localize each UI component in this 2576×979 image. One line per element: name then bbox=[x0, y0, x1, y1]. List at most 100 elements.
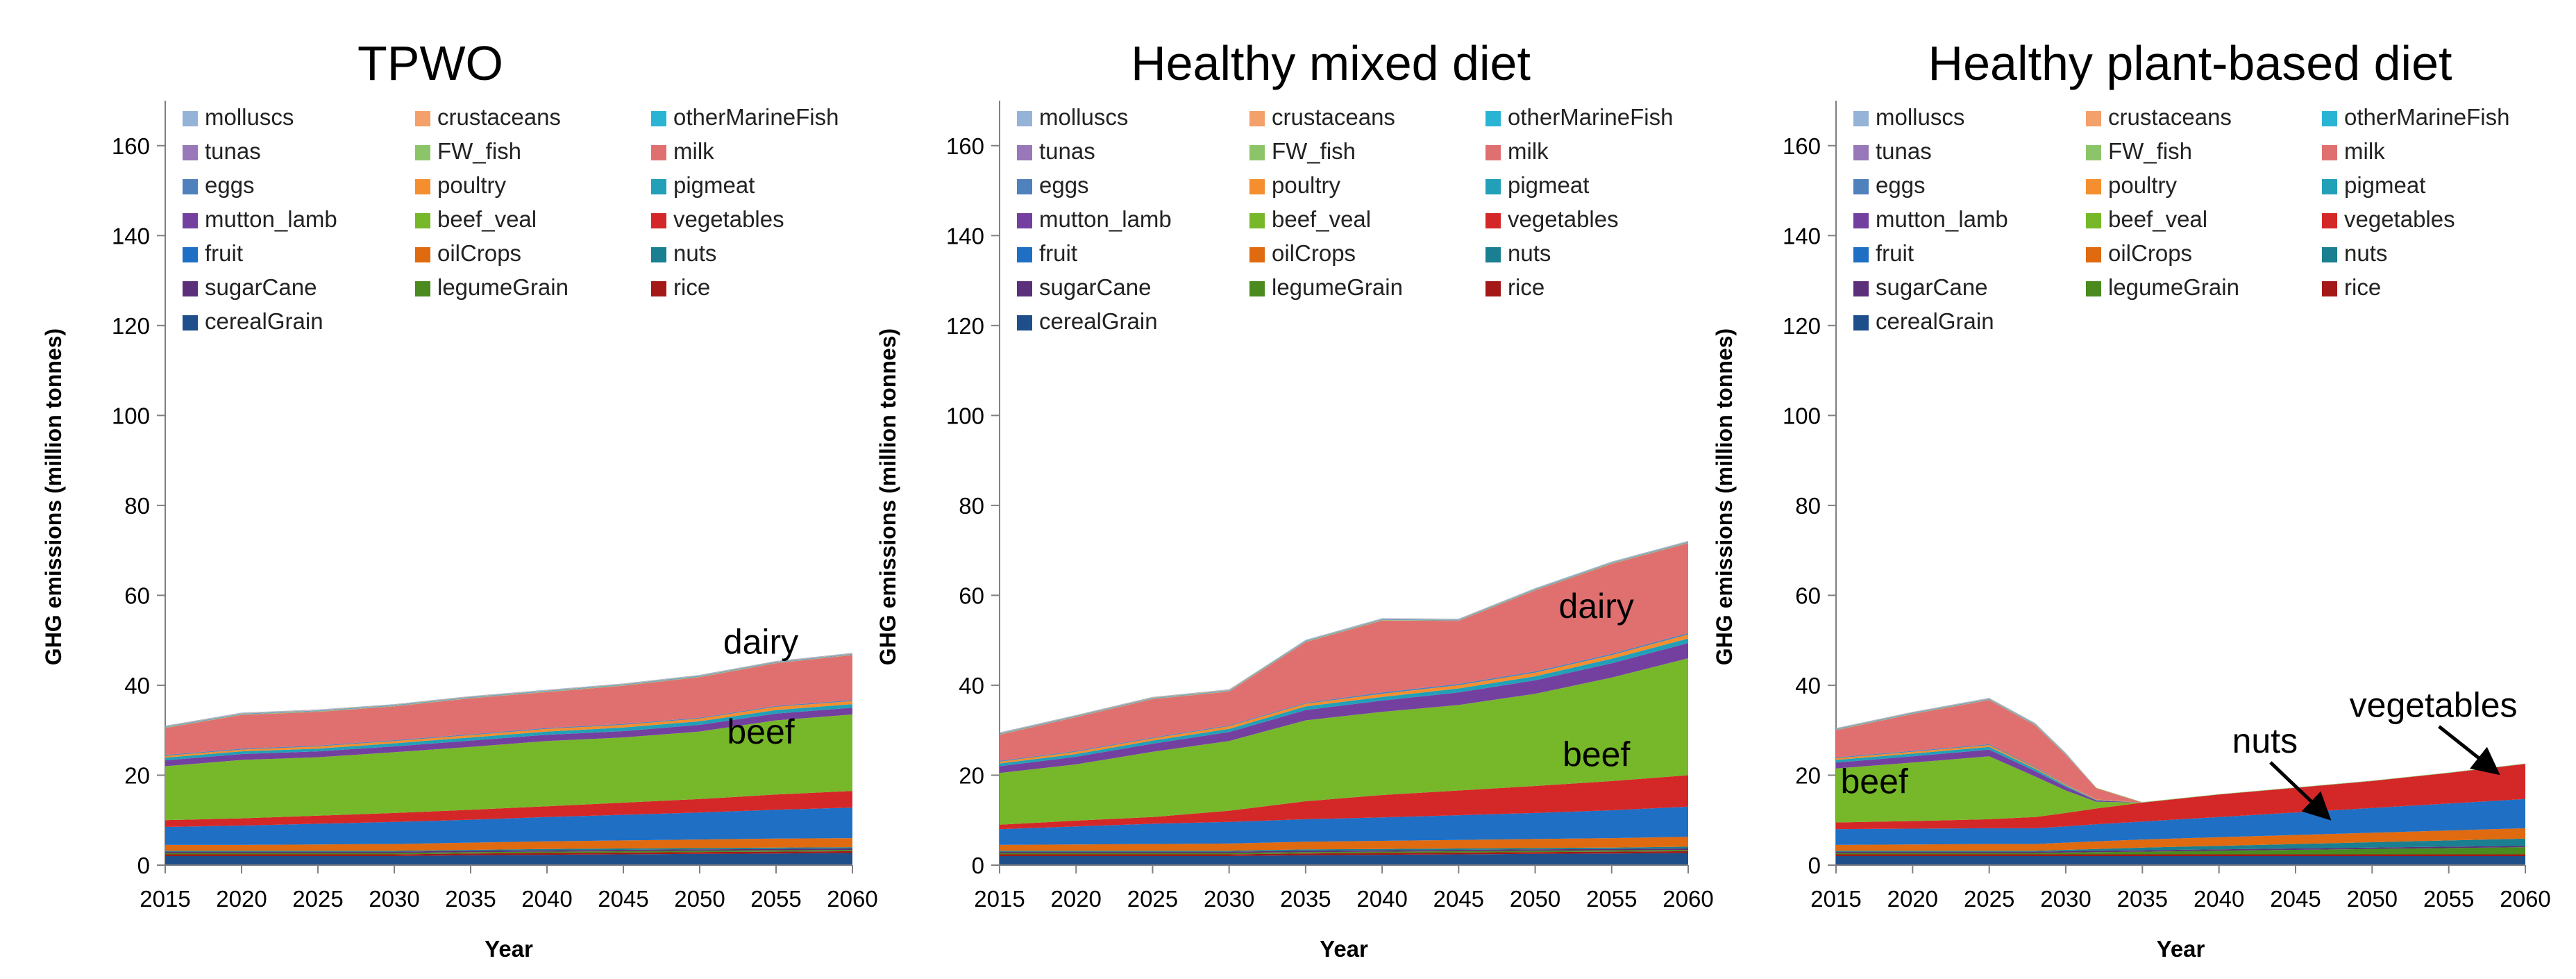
area-series-oilCrops bbox=[1836, 828, 2525, 851]
legend-swatch-beef_veal bbox=[2086, 213, 2101, 228]
x-tick-label: 2055 bbox=[1586, 886, 1637, 912]
area-series-rice bbox=[165, 851, 852, 856]
x-tick-label: 2045 bbox=[1433, 886, 1484, 912]
y-tick-label: 120 bbox=[946, 313, 984, 339]
stacked-area-group bbox=[1000, 541, 1688, 865]
legend-label-tunas: tunas bbox=[205, 138, 261, 164]
area-series-sugarCane bbox=[165, 848, 852, 853]
y-tick-label: 80 bbox=[124, 493, 150, 519]
y-tick-label: 20 bbox=[959, 762, 984, 788]
legend-label-cerealGrain: cerealGrain bbox=[1039, 308, 1158, 334]
legend-label-sugarCane: sugarCane bbox=[1039, 274, 1151, 300]
legend-label-mutton_lamb: mutton_lamb bbox=[1876, 206, 2008, 232]
y-tick-label: 160 bbox=[946, 133, 984, 159]
x-tick-label: 2035 bbox=[2117, 886, 2168, 912]
legend-label-rice: rice bbox=[2344, 274, 2381, 300]
y-tick-label: 100 bbox=[946, 403, 984, 428]
x-tick-label: 2030 bbox=[2040, 886, 2091, 912]
y-tick-label: 120 bbox=[1783, 313, 1821, 339]
legend-swatch-mutton_lamb bbox=[1017, 213, 1032, 228]
legend-label-FW_fish: FW_fish bbox=[2108, 138, 2192, 164]
legend-label-crustaceans: crustaceans bbox=[2108, 104, 2232, 130]
legend-label-eggs: eggs bbox=[1876, 172, 1926, 198]
area-series-crustaceans bbox=[165, 653, 852, 727]
legend-swatch-fruit bbox=[1853, 247, 1869, 262]
legend-swatch-rice bbox=[1485, 281, 1501, 296]
legend-label-legumeGrain: legumeGrain bbox=[2108, 274, 2239, 300]
legend-label-oilCrops: oilCrops bbox=[2108, 240, 2192, 266]
y-axis-label: GHG emissions (million tonnes) bbox=[875, 328, 900, 665]
chart-panel-2: Healthy mixed diet0204060801001201401602… bbox=[875, 36, 1714, 962]
legend-swatch-cerealGrain bbox=[1017, 315, 1032, 330]
y-tick-label: 40 bbox=[1795, 673, 1821, 698]
legend-label-eggs: eggs bbox=[205, 172, 255, 198]
legend-label-otherMarineFish: otherMarineFish bbox=[1508, 104, 1673, 130]
annotation-dairy: dairy bbox=[723, 623, 798, 662]
x-tick-label: 2025 bbox=[292, 886, 343, 912]
area-series-milk bbox=[1000, 543, 1688, 761]
y-tick-label: 40 bbox=[959, 673, 984, 698]
legend-swatch-eggs bbox=[183, 179, 198, 194]
legend-swatch-rice bbox=[2322, 281, 2337, 296]
legend-swatch-sugarCane bbox=[1017, 281, 1032, 296]
area-series-mutton_lamb bbox=[165, 708, 852, 767]
y-tick-label: 160 bbox=[112, 133, 150, 159]
legend-label-legumeGrain: legumeGrain bbox=[1272, 274, 1403, 300]
x-tick-label: 2020 bbox=[1887, 886, 1938, 912]
legend-label-sugarCane: sugarCane bbox=[205, 274, 317, 300]
legend-swatch-nuts bbox=[651, 247, 666, 262]
y-tick-label: 80 bbox=[959, 493, 984, 519]
legend-label-poultry: poultry bbox=[2108, 172, 2178, 198]
annotation-beef: beef bbox=[1563, 735, 1630, 774]
legend-swatch-vegetables bbox=[1485, 213, 1501, 228]
area-series-legumeGrain bbox=[165, 850, 852, 855]
legend-swatch-FW_fish bbox=[415, 145, 430, 160]
legend-swatch-FW_fish bbox=[1249, 145, 1265, 160]
legend-label-cerealGrain: cerealGrain bbox=[205, 308, 323, 334]
area-series-sugarCane bbox=[1000, 848, 1688, 853]
y-tick-label: 140 bbox=[1783, 223, 1821, 249]
x-tick-label: 2030 bbox=[369, 886, 419, 912]
x-tick-label: 2050 bbox=[674, 886, 725, 912]
legend-swatch-eggs bbox=[1853, 179, 1869, 194]
legend-label-vegetables: vegetables bbox=[1508, 206, 1619, 232]
legend-swatch-tunas bbox=[1853, 145, 1869, 160]
legend-swatch-fruit bbox=[183, 247, 198, 262]
y-tick-label: 40 bbox=[124, 673, 150, 698]
legend-label-FW_fish: FW_fish bbox=[1272, 138, 1356, 164]
legend-swatch-milk bbox=[651, 145, 666, 160]
x-tick-label: 2045 bbox=[598, 886, 648, 912]
legend: molluscs crustaceans otherMarineFish tunas F… bbox=[183, 104, 839, 334]
area-series-nuts bbox=[1836, 838, 2525, 852]
legend-swatch-molluscs bbox=[183, 111, 198, 126]
area-series-oilCrops bbox=[165, 838, 852, 851]
area-series-poultry bbox=[1000, 634, 1688, 764]
x-tick-label: 2050 bbox=[1510, 886, 1560, 912]
area-series-milk bbox=[1836, 700, 2525, 803]
y-tick-label: 20 bbox=[124, 762, 150, 788]
legend: molluscs crustaceans otherMarineFish tunas F… bbox=[1017, 104, 1673, 334]
legend-swatch-crustaceans bbox=[1249, 111, 1265, 126]
x-tick-label: 2060 bbox=[2500, 886, 2550, 912]
annotation-vegetables: vegetables bbox=[2350, 685, 2518, 724]
legend-swatch-milk bbox=[1485, 145, 1501, 160]
area-series-cerealGrain bbox=[1836, 856, 2525, 865]
legend-swatch-molluscs bbox=[1853, 111, 1869, 126]
area-series-mutton_lamb bbox=[1000, 643, 1688, 773]
legend-label-crustaceans: crustaceans bbox=[1272, 104, 1395, 130]
annotation-arrow bbox=[2269, 761, 2332, 821]
area-series-FW_fish bbox=[165, 654, 852, 728]
x-tick-label: 2025 bbox=[1127, 886, 1178, 912]
legend-label-oilCrops: oilCrops bbox=[437, 240, 521, 266]
legend-label-fruit: fruit bbox=[1876, 240, 1914, 266]
legend-swatch-fruit bbox=[1017, 247, 1032, 262]
legend-label-beef_veal: beef_veal bbox=[2108, 206, 2207, 232]
area-series-vegetables bbox=[1836, 764, 2525, 830]
legend-label-nuts: nuts bbox=[1508, 240, 1551, 266]
area-series-mutton_lamb bbox=[1836, 749, 2525, 803]
y-tick-label: 60 bbox=[124, 583, 150, 608]
y-axis-label: GHG emissions (million tonnes) bbox=[1712, 328, 1737, 665]
